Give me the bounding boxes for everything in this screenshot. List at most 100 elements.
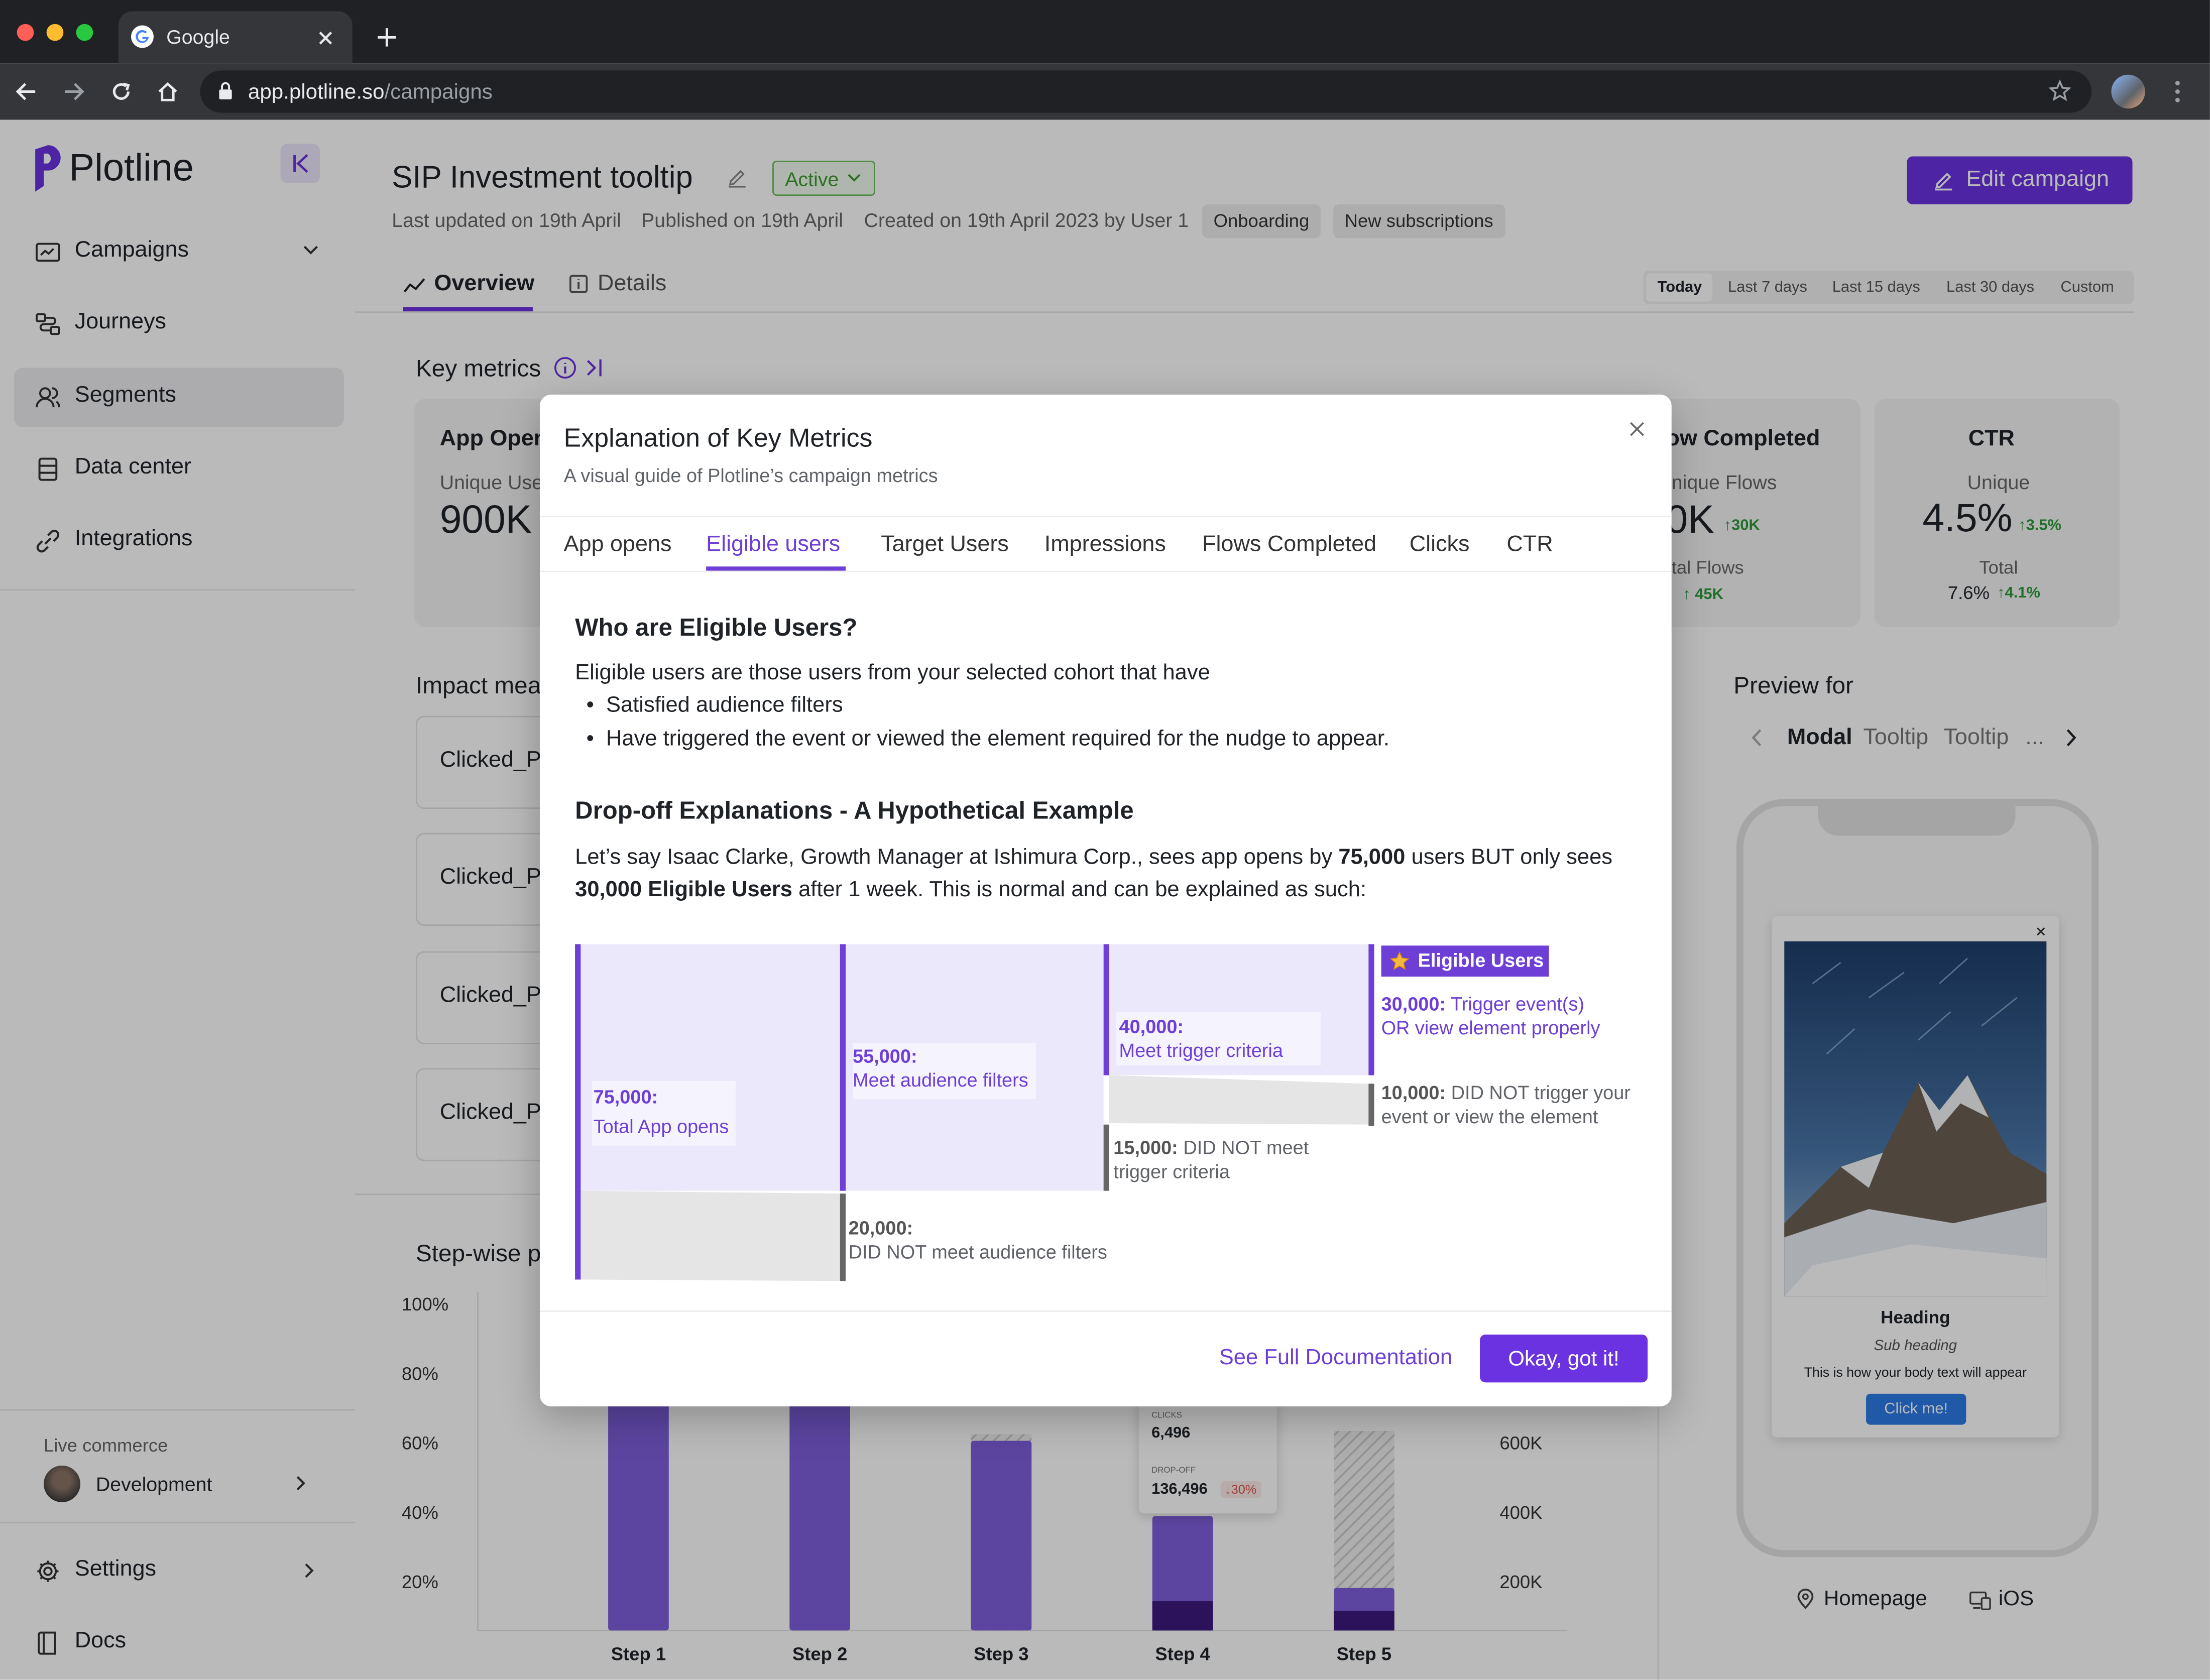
data-center-icon [38, 457, 58, 481]
modal-tab-flows-completed[interactable]: Flows Completed [1202, 532, 1377, 557]
close-tab-icon[interactable] [318, 31, 332, 45]
sidebar-item-label: Docs [74, 1629, 127, 1653]
sidebar-item-label: Journeys [74, 310, 166, 334]
url-text: app.plotline.so/campaigns [248, 80, 493, 104]
expand-icon[interactable] [587, 358, 604, 378]
chart-y-tick-label: 40% [402, 1502, 438, 1523]
date-range-last30[interactable]: Last 30 days [1946, 279, 2035, 296]
impact-card[interactable]: Clicked_P [415, 832, 588, 926]
eligible-users-intro: Eligible users are those users from your… [575, 661, 1210, 685]
url-path: /campaigns [384, 80, 493, 104]
metric-total-delta: ↑ 45K [1683, 586, 1723, 604]
sidebar-item-label: Campaigns [74, 238, 189, 263]
preview-platform[interactable]: iOS [1998, 1587, 2034, 1611]
date-range-active-bg [1646, 273, 1713, 302]
funnel-step2-label: 55,000: Meet audience filters [853, 1044, 1028, 1092]
preview-modal-subheading: Sub heading [1874, 1337, 1957, 1355]
home-icon[interactable] [157, 80, 179, 103]
workspace-switcher[interactable]: Development [44, 1465, 325, 1502]
info-icon[interactable] [554, 356, 576, 379]
preview-modal-heading: Heading [1881, 1307, 1950, 1328]
bookmark-star-icon[interactable] [2048, 79, 2071, 101]
funnel-text: trigger criteria [1113, 1161, 1230, 1182]
plotline-logo-icon [35, 145, 61, 192]
date-range-today[interactable]: Today [1657, 279, 1702, 296]
date-range-last15[interactable]: Last 15 days [1832, 279, 1920, 296]
close-window-button[interactable] [17, 24, 34, 41]
metric-value: 900K [439, 497, 532, 541]
tab-overview-label: Overview [434, 272, 535, 296]
browser-menu-icon[interactable] [2175, 80, 2180, 103]
maximize-window-button[interactable] [76, 24, 93, 41]
metric-delta-value: 30K [1731, 517, 1760, 534]
sidebar-item-integrations[interactable]: Integrations [14, 512, 344, 571]
sidebar-item-campaigns[interactable]: Campaigns [14, 222, 344, 282]
metric-sub: Unique Use [439, 470, 543, 494]
profile-avatar[interactable] [2111, 74, 2145, 109]
modal-tab-impressions[interactable]: Impressions [1044, 532, 1166, 557]
browser-titlebar: Google [0, 0, 2210, 64]
funnel-value: 20,000: [848, 1217, 913, 1239]
preview-tab-tooltip[interactable]: Tooltip [1943, 726, 2009, 750]
impact-card-label: Clicked_P [439, 865, 541, 890]
chevron-left-icon[interactable] [1751, 729, 1763, 747]
modal-tab-eligible-users[interactable]: Eligible users [706, 532, 841, 557]
chart-y-tick-label: 20% [402, 1572, 438, 1592]
chevron-right-icon[interactable] [2065, 729, 2077, 747]
preview-tab-more[interactable]: ... [2025, 726, 2044, 750]
forward-icon[interactable] [63, 82, 84, 101]
browser-toolbar: app.plotline.so/campaigns [0, 63, 2210, 120]
sidebar-item-journeys[interactable]: Journeys [14, 295, 344, 354]
bullet-text: Have triggered the event or viewed the e… [606, 727, 1389, 751]
sidebar-item-settings[interactable]: Settings [14, 1542, 344, 1601]
edit-title-icon[interactable] [727, 168, 747, 188]
metric-delta: ↑3.5% [2018, 517, 2062, 534]
chart-y2-tick-label: 600K [1499, 1433, 1542, 1454]
metric-sub: Unique [1967, 470, 2030, 494]
preview-page[interactable]: Homepage [1823, 1587, 1927, 1611]
impact-card-label: Clicked_P [439, 1101, 541, 1125]
sidebar-item-segments[interactable]: Segments [14, 368, 344, 427]
new-tab-icon[interactable] [376, 27, 397, 48]
chart-x-tick-label: Step 3 [974, 1643, 1028, 1664]
modal-tab-target-users[interactable]: Target Users [881, 532, 1009, 557]
impact-title: Impact mea [415, 672, 541, 699]
sidebar-item-label: Settings [74, 1557, 157, 1582]
chart-bar-clicks [1152, 1601, 1213, 1631]
date-range-custom[interactable]: Custom [2060, 279, 2114, 296]
sidebar-item-docs[interactable]: Docs [14, 1614, 344, 1673]
edit-campaign-button[interactable]: Edit campaign [1907, 156, 2133, 204]
see-full-documentation-link[interactable]: See Full Documentation [1219, 1346, 1453, 1370]
preview-tab-tooltip[interactable]: Tooltip [1863, 726, 1929, 750]
lock-icon [219, 82, 232, 99]
funnel-drop-band-1 [580, 1190, 840, 1281]
chart-y-tick-label: 80% [402, 1363, 438, 1384]
funnel-text: OR view element properly [1381, 1017, 1600, 1039]
close-icon[interactable] [1630, 421, 1645, 437]
browser-tab[interactable]: Google [118, 11, 353, 64]
status-dropdown[interactable]: Active [772, 160, 875, 196]
chart-bar [971, 1441, 1032, 1631]
modal-tab-app-opens[interactable]: App opens [563, 532, 672, 557]
tooltip-clicks-label: CLICKS [1151, 1412, 1182, 1421]
metric-total-value: 7.6% [1947, 582, 1990, 604]
impact-card-label: Clicked_P [439, 748, 541, 773]
sidebar-item-data-center[interactable]: Data center [14, 440, 344, 499]
modal-tab-clicks[interactable]: Clicks [1409, 532, 1470, 557]
address-bar[interactable]: app.plotline.so/campaigns [200, 70, 2092, 113]
minimize-window-button[interactable] [46, 24, 64, 41]
key-metrics-modal: Explanation of Key Metrics A visual guid… [539, 394, 1672, 1407]
collapse-sidebar-button[interactable] [280, 144, 320, 183]
date-range-last7[interactable]: Last 7 days [1728, 279, 1807, 296]
back-icon[interactable] [16, 82, 37, 101]
metric-card-ctr: CTR Unique 4.5% ↑3.5% Total 7.6% ↑4.1% [1874, 399, 2120, 627]
modal-tab-ctr[interactable]: CTR [1506, 532, 1553, 557]
funnel-text: Total App opens [593, 1116, 729, 1138]
preview-tab-modal[interactable]: Modal [1787, 726, 1852, 750]
funnel-text: DID NOT meet audience filters [848, 1241, 1107, 1263]
chevron-right-icon [305, 1563, 314, 1578]
okay-got-it-button[interactable]: Okay, got it! [1480, 1334, 1648, 1383]
reload-icon[interactable] [110, 80, 133, 103]
funnel-label-bg [1116, 1012, 1321, 1065]
star-icon [1389, 951, 1410, 970]
